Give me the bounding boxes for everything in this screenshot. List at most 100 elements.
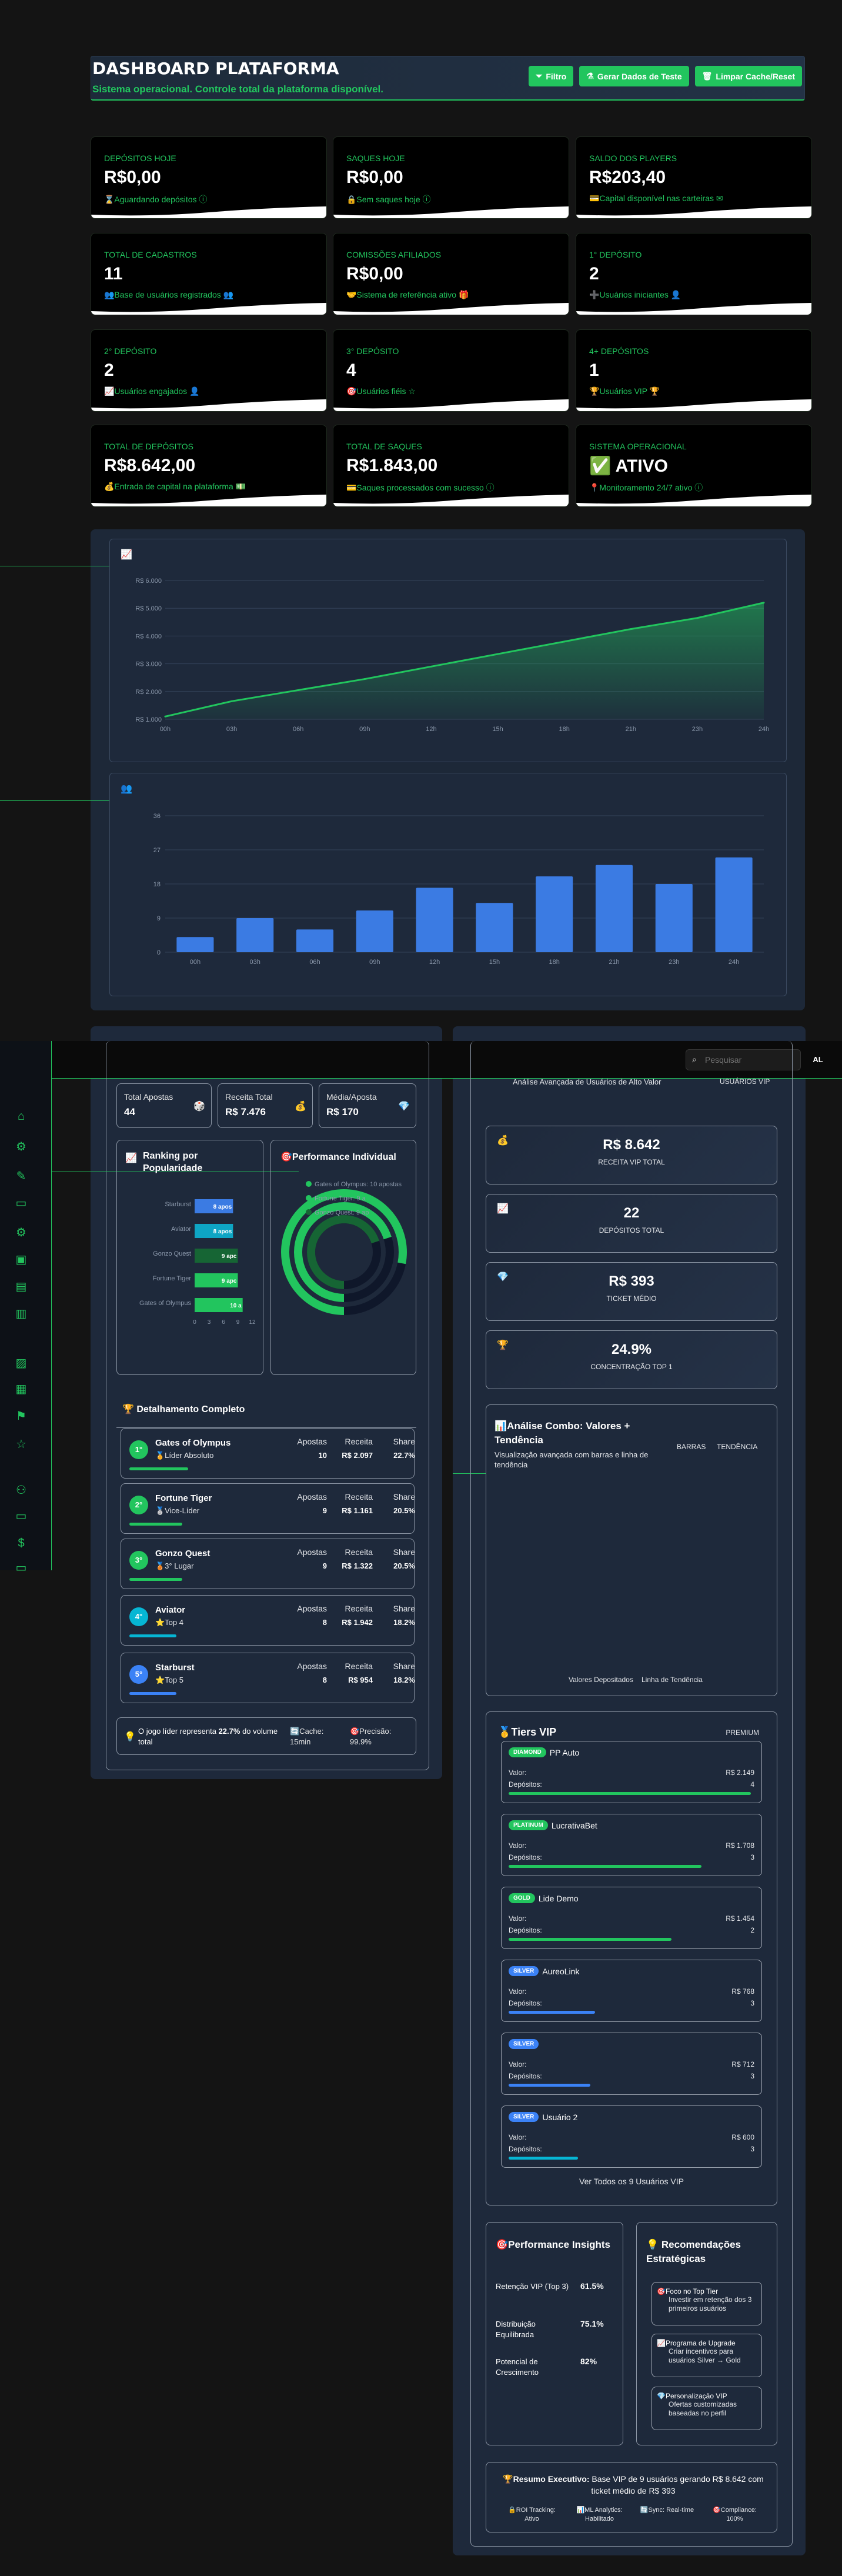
vip-stat-card: 🏆 24.9% CONCENTRAÇÃO TOP 1: [486, 1330, 777, 1389]
legend-dot: [306, 1209, 312, 1215]
x-tick-label: 24h: [759, 726, 769, 733]
game-card[interactable]: 2° Fortune Tiger 🥈Vice-Líder Apostas 9 Receit…: [121, 1483, 415, 1534]
x-tick-label: 12: [249, 1319, 256, 1326]
credit-icon[interactable]: ▭: [15, 1510, 27, 1523]
column-header: Receita: [345, 1437, 373, 1446]
x-tick-label: 21h: [626, 726, 636, 733]
deposits-row: Depósitos: 3: [509, 2072, 754, 2080]
search-icon: ⌕: [692, 1055, 697, 1064]
tier-progress-bar: [509, 2011, 595, 2014]
rank-bar: [195, 1199, 233, 1213]
wrench-icon[interactable]: ✎: [16, 1170, 26, 1183]
average-bet-stat: Média/Aposta R$ 170 💎: [319, 1083, 416, 1128]
card-description: 🔒Sem saques hoje ⓘ: [346, 195, 431, 204]
valor-label: Valor:: [509, 2060, 527, 2068]
column-value: 18.2%: [393, 1676, 415, 1684]
column-header: Receita: [345, 1547, 373, 1557]
image-icon[interactable]: ▨: [15, 1357, 27, 1370]
card-value: 4: [346, 361, 356, 380]
box-icon[interactable]: ▣: [15, 1253, 27, 1266]
filter-button[interactable]: ⏷ Filtro: [529, 66, 574, 86]
tier-badge: GOLD: [509, 1893, 535, 1903]
gear-icon[interactable]: ⚙: [16, 1140, 26, 1153]
search-input[interactable]: [705, 1053, 793, 1066]
star-icon[interactable]: ☆: [16, 1438, 26, 1451]
card-label: 2° DEPÓSITO: [104, 346, 157, 356]
vip-stat-card: 💰 R$ 8.642 RECEITA VIP TOTAL: [486, 1126, 777, 1184]
insights-box: 🎯Performance Insights Retenção VIP (Top …: [486, 2222, 623, 2445]
card-wave: [333, 303, 569, 315]
x-tick-label: 06h: [293, 726, 303, 733]
vip-tier-card[interactable]: SILVER Valor: R$ 712 Depósitos: 3: [501, 2033, 762, 2095]
vip-tier-card[interactable]: SILVER Usuário 2 Valor: R$ 600 Depósitos: 3: [501, 2105, 762, 2168]
card-label: TOTAL DE SAQUES: [346, 442, 422, 451]
cog-icon[interactable]: ⚙: [16, 1226, 26, 1239]
bag-icon[interactable]: ▦: [15, 1383, 27, 1396]
valor-label: Valor:: [509, 2133, 527, 2141]
combo-box: 📊Análise Combo: Valores + Tendência Visu…: [486, 1404, 777, 1696]
card-wave: [333, 495, 569, 506]
flask-icon: ⚗: [586, 71, 594, 81]
stat-icon: 🏆: [497, 1340, 509, 1350]
card-label: SALDO DOS PLAYERS: [589, 154, 677, 163]
target-icon: 🎯: [280, 1152, 292, 1162]
diamond-icon: 💎: [398, 1102, 410, 1112]
y-tick-label: 18: [153, 881, 161, 888]
game-card[interactable]: 1° Gates of Olympus 🏅Líder Absoluto Apostas…: [121, 1428, 415, 1479]
x-tick-label: 23h: [669, 959, 679, 966]
legend-dot: [306, 1195, 312, 1201]
column-header: Share: [393, 1492, 415, 1501]
total-revenue-stat: Receita Total R$ 7.476 💰: [218, 1083, 313, 1128]
vip-tier-card[interactable]: GOLD Lide Demo Valor: R$ 1.454 Depósitos: 2: [501, 1887, 762, 1949]
game-card[interactable]: 3° Gonzo Quest 🥉3° Lugar Apostas 9 Receita R$ …: [121, 1539, 415, 1589]
line-point: [497, 653, 499, 655]
category-label: Aviator: [171, 1226, 191, 1233]
share-bar: [129, 1523, 183, 1526]
users-icon[interactable]: ⚇: [16, 1484, 26, 1497]
insight-label: Distribuição Equilibrada: [496, 2320, 536, 2339]
insight-value: 82%: [580, 2357, 597, 2366]
rank-badge: 1°: [129, 1440, 148, 1459]
view-all-vip-link[interactable]: Ver Todos os 9 Usuários VIP: [579, 2177, 684, 2186]
dollar-icon[interactable]: $: [18, 1537, 25, 1550]
clear-cache-button[interactable]: 🗑 Limpar Cache/Reset: [694, 66, 802, 86]
home-icon[interactable]: ⌂: [17, 1110, 25, 1123]
deposits-value: 3: [750, 1853, 754, 1861]
x-tick-label: 18h: [549, 959, 560, 966]
wave-shape: [91, 399, 326, 411]
line-point: [230, 700, 233, 702]
recommendation-text: Investir em retenção dos 3 primeiros usu…: [669, 2295, 752, 2313]
page-title: DASHBOARD PLATAFORMA: [92, 59, 339, 78]
deposits-label: Depósitos:: [509, 1853, 542, 1861]
column-value: R$ 954: [348, 1676, 373, 1684]
vip-tier-card[interactable]: SILVER AureoLink Valor: R$ 768 Depósitos: 3: [501, 1960, 762, 2022]
ticket-icon[interactable]: ▭: [15, 1561, 27, 1574]
stat-card: TOTAL DE DEPÓSITOS R$8.642,00 💰Entrada de …: [91, 425, 327, 507]
flag-icon[interactable]: ⚑: [16, 1410, 26, 1423]
tier-progress-bar: [509, 2157, 578, 2160]
wallet-icon[interactable]: ▤: [15, 1280, 27, 1293]
store-icon[interactable]: ▥: [15, 1307, 27, 1320]
bar: [536, 876, 573, 952]
bar: [655, 884, 693, 952]
game-card[interactable]: 5° Starburst ⭐Top 5 Apostas 8 Receita R$ 954 Sh…: [121, 1653, 415, 1703]
rank-bar: [195, 1224, 233, 1238]
tab-trend[interactable]: TENDÊNCIA: [717, 1443, 758, 1451]
game-card[interactable]: 4° Aviator ⭐Top 4 Apostas 8 Receita R$ 1.942 Sh…: [121, 1595, 415, 1646]
column-value: 22.7%: [393, 1451, 415, 1460]
summary-text: 🏆Resumo Executivo: Base VIP de 9 usuário…: [503, 2474, 764, 2495]
card-wave: [576, 303, 811, 315]
precision-info: 🎯Precisão: 99.9%: [350, 1727, 392, 1746]
tier-name-row: DIAMOND PP Auto: [509, 1747, 579, 1757]
card-icon[interactable]: ▭: [15, 1197, 27, 1210]
tier-progress-bar: [509, 1792, 751, 1795]
bar-value-label: 9 apc: [222, 1253, 237, 1260]
search-box[interactable]: ⌕: [686, 1049, 801, 1070]
vip-tier-card[interactable]: PLATINUM LucrativaBet Valor: R$ 1.708 Depósi…: [501, 1814, 762, 1876]
y-tick-label: R$ 2.000: [135, 689, 162, 696]
avatar[interactable]: AL: [813, 1055, 823, 1064]
generate-test-data-button[interactable]: ⚗ Gerar Dados de Teste: [579, 66, 689, 86]
tab-bars[interactable]: BARRAS: [677, 1443, 706, 1451]
deposits-label: Depósitos:: [509, 1926, 542, 1934]
vip-tier-card[interactable]: DIAMOND PP Auto Valor: R$ 2.149 Depósitos: 4: [501, 1741, 762, 1803]
